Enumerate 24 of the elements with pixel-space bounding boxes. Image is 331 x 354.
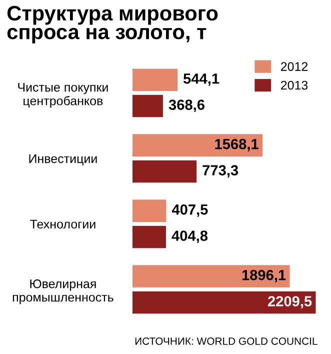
legend-label: 2012	[280, 62, 308, 71]
bar	[132, 226, 166, 248]
y-tick-label: Чистые покупки центробанков	[18, 82, 108, 108]
data-label: 544,1	[184, 74, 220, 86]
text: ИСТОЧНИК: WORLD GOLD COUNCIL	[135, 337, 318, 345]
data-label: 2209,5	[268, 296, 312, 309]
data-label: 404,8	[172, 230, 208, 244]
bar	[132, 68, 178, 91]
bar	[132, 134, 263, 156]
chart-title: Структура мирового спроса на золото, т	[7, 6, 218, 44]
y-tick-label: Технологии	[30, 220, 96, 229]
data-label: 368,6	[168, 100, 204, 112]
legend-label: 2013	[280, 80, 308, 90]
bar	[132, 160, 197, 183]
bar	[132, 265, 290, 288]
bar	[132, 200, 166, 222]
bar	[132, 291, 316, 314]
data-label: 773,3	[202, 165, 238, 178]
data-label: 1896,1	[242, 270, 286, 282]
data-label: 407,5	[172, 204, 208, 217]
y-tick-label: Ювелирная промышленность	[12, 279, 114, 304]
bar	[132, 94, 163, 118]
y-tick-label: Инвестиции	[29, 154, 97, 166]
data-label: 1568,1	[215, 138, 258, 152]
